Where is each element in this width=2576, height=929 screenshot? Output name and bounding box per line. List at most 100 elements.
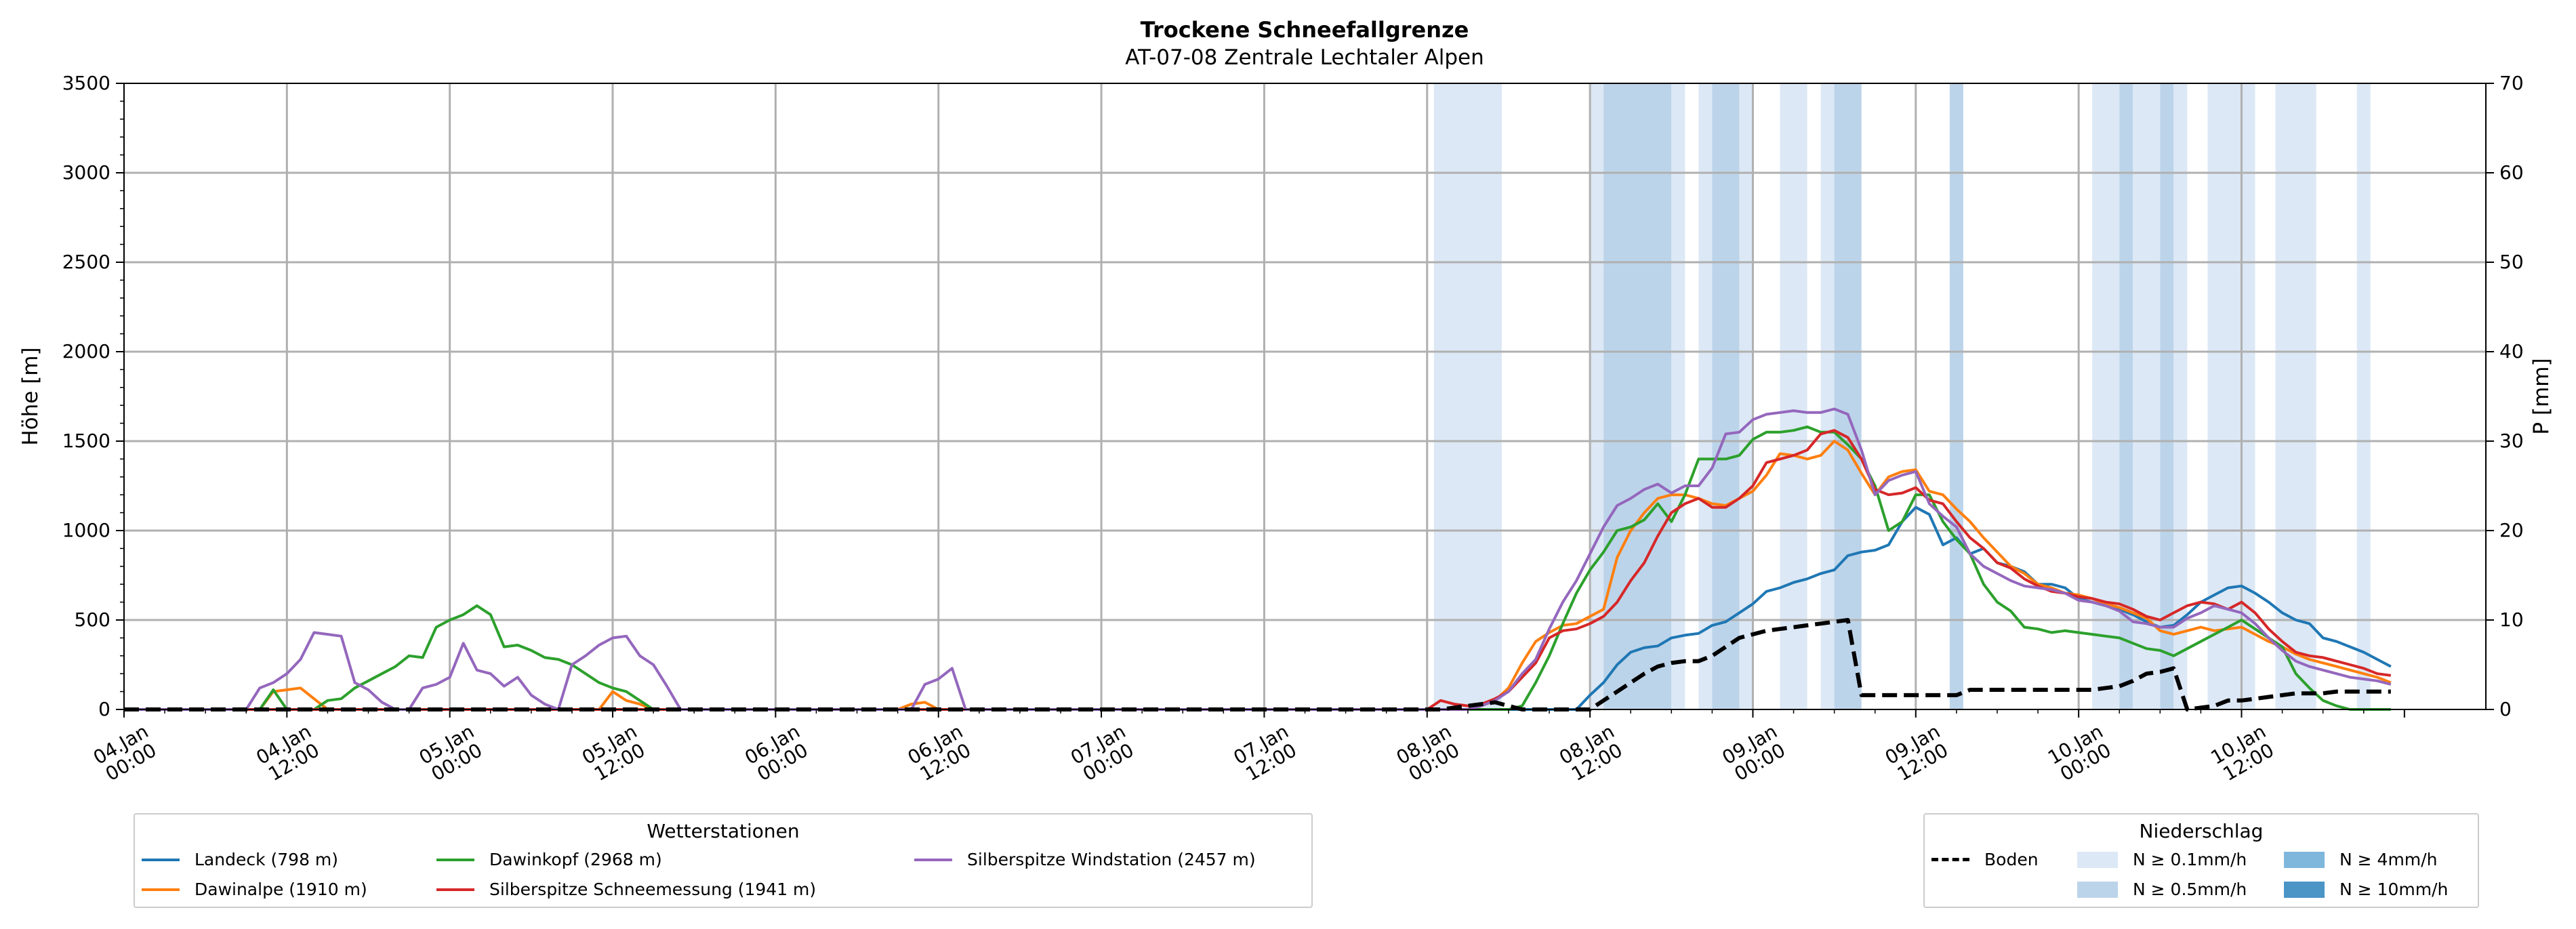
y2-tick-label-6: 60 — [2499, 161, 2524, 184]
precip-band-4 — [1698, 83, 1713, 709]
y-tick-label-3: 1500 — [62, 430, 110, 452]
legend-item-n01: N ≥ 0.1mm/h — [2077, 850, 2247, 869]
legend-swatch — [2284, 881, 2325, 898]
y2-tick-label-0: 0 — [2499, 698, 2512, 720]
y2-tick-label-5: 50 — [2499, 251, 2524, 273]
precip-band-10 — [1949, 83, 1963, 709]
y2-tick-label-4: 40 — [2499, 340, 2524, 363]
legend-label: Dawinkopf (2968 m) — [489, 850, 662, 869]
legend-item-n4: N ≥ 4mm/h — [2284, 850, 2437, 869]
legend-label: Boden — [1984, 850, 2039, 869]
y-tick-label-5: 2500 — [62, 251, 110, 273]
legend-item-landeck: Landeck (798 m) — [142, 850, 338, 869]
legend-swatch — [1931, 858, 1969, 861]
series-lines — [124, 407, 2392, 711]
legend-swatch — [2284, 851, 2325, 868]
precip-band-8 — [1820, 83, 1835, 709]
legend-swatch — [2077, 881, 2118, 898]
y2-axis-label: P [mm] — [2529, 358, 2554, 434]
precip-band-0 — [1433, 83, 1502, 709]
y2-tick-label-3: 30 — [2499, 430, 2524, 452]
legend-label: N ≥ 0.1mm/h — [2133, 850, 2247, 869]
x-tick-label-13: 10.Jan12:00 — [2207, 720, 2280, 787]
legend-label: Dawinalpe (1910 m) — [195, 880, 367, 899]
x-axis-ticks: 04.Jan00:00 04.Jan12:00 05.Jan00:00 05.Jan1… — [89, 709, 2405, 787]
series-line-0 — [124, 505, 2392, 711]
legend-label: N ≥ 0.5mm/h — [2133, 880, 2247, 899]
precip-band-6 — [1739, 83, 1753, 709]
y-axis-ticks: 0 500 1000 1500 2000 2500 3000 3500 — [62, 72, 124, 720]
legend-item-n05: N ≥ 0.5mm/h — [2077, 880, 2247, 899]
y-tick-label-4: 2000 — [62, 340, 110, 363]
legend-item-boden: Boden — [1931, 850, 2039, 869]
x-tick-label-4: 06.Jan00:00 — [741, 720, 813, 787]
legend-label: Landeck (798 m) — [195, 850, 339, 869]
y2-axis-ticks: 0 10 20 30 40 50 60 70 — [2486, 72, 2524, 720]
x-tick-label-1: 04.Jan12:00 — [252, 720, 325, 787]
x-tick-label-3: 05.Jan12:00 — [578, 720, 651, 787]
legend-stations-title: Wetterstationen — [647, 820, 800, 842]
x-tick-label-9: 08.Jan12:00 — [1555, 720, 1628, 787]
legend-label: Silberspitze Windstation (2457 m) — [967, 850, 1256, 869]
y-tick-label-0: 0 — [98, 698, 110, 720]
y2-tick-label-7: 70 — [2499, 72, 2524, 94]
precip-band-1 — [1590, 83, 1604, 709]
series-line-2 — [124, 425, 2391, 711]
legend-swatch — [2077, 851, 2118, 868]
x-tick-label-0: 04.Jan00:00 — [89, 720, 162, 787]
x-tick-label-5: 06.Jan12:00 — [904, 720, 977, 787]
legend-label: N ≥ 10mm/h — [2339, 880, 2449, 899]
legend-precip: Niederschlag Boden N ≥ 0.1mm/h N ≥ 0.5mm… — [1923, 813, 2479, 908]
legend-precip-title: Niederschlag — [2139, 820, 2264, 842]
series-line-1 — [124, 440, 2392, 711]
y-axis-label: Höhe [m] — [18, 347, 43, 445]
x-tick-label-10: 09.Jan00:00 — [1718, 720, 1791, 787]
x-tick-label-2: 05.Jan00:00 — [415, 720, 488, 787]
series-line-5 — [124, 618, 2391, 711]
chart-title: Trockene Schneefallgrenze — [1141, 17, 1469, 43]
y-tick-label-6: 3000 — [62, 161, 110, 184]
precip-band-11 — [2092, 83, 2120, 709]
precip-band-3 — [1671, 83, 1685, 709]
y2-tick-label-1: 10 — [2499, 608, 2524, 631]
x-tick-label-12: 10.Jan00:00 — [2044, 720, 2117, 787]
x-tick-label-7: 07.Jan12:00 — [1229, 720, 1302, 787]
legend-item-silberspitze-schnee: Silberspitze Schneemessung (1941 m) — [436, 880, 816, 899]
y2-tick-label-2: 20 — [2499, 519, 2524, 541]
legend-item-dawinkopf: Dawinkopf (2968 m) — [436, 850, 662, 869]
legend-item-silberspitze-wind: Silberspitze Windstation (2457 m) — [914, 850, 1256, 869]
legend-swatch — [436, 858, 474, 861]
legend-swatch — [436, 888, 474, 891]
series-line-3 — [124, 429, 2392, 711]
legend-swatch — [142, 888, 180, 891]
legend-item-dawinalpe: Dawinalpe (1910 m) — [142, 880, 367, 899]
precip-band-7 — [1780, 83, 1807, 709]
precip-band-16 — [2207, 83, 2255, 709]
y-tick-label-2: 1000 — [62, 519, 110, 541]
x-tick-label-11: 09.Jan12:00 — [1881, 720, 1954, 787]
precipitation-bands — [1433, 83, 2371, 709]
precip-band-12 — [2119, 83, 2133, 709]
precip-band-9 — [1834, 83, 1862, 709]
y-tick-label-7: 3500 — [62, 72, 110, 94]
y-tick-label-1: 500 — [75, 608, 110, 631]
legend-swatch — [142, 858, 180, 861]
precip-band-5 — [1712, 83, 1740, 709]
series-line-4 — [124, 407, 2392, 711]
precip-band-18 — [2356, 83, 2371, 709]
precip-band-17 — [2275, 83, 2316, 709]
x-tick-label-8: 08.Jan00:00 — [1393, 720, 1465, 787]
legend-stations: Wetterstationen Landeck (798 m) Dawinalp… — [134, 813, 1313, 908]
x-tick-label-6: 07.Jan00:00 — [1067, 720, 1139, 787]
precip-band-2 — [1603, 83, 1672, 709]
grid-lines — [124, 83, 2486, 709]
legend-swatch — [914, 858, 952, 861]
legend-label: Silberspitze Schneemessung (1941 m) — [489, 880, 817, 899]
precip-band-13 — [2133, 83, 2161, 709]
legend-label: N ≥ 4mm/h — [2339, 850, 2438, 869]
precip-band-14 — [2160, 83, 2174, 709]
precip-band-15 — [2173, 83, 2188, 709]
legend-item-n10: N ≥ 10mm/h — [2284, 880, 2448, 899]
chart-subtitle: AT-07-08 Zentrale Lechtaler Alpen — [1125, 45, 1484, 70]
